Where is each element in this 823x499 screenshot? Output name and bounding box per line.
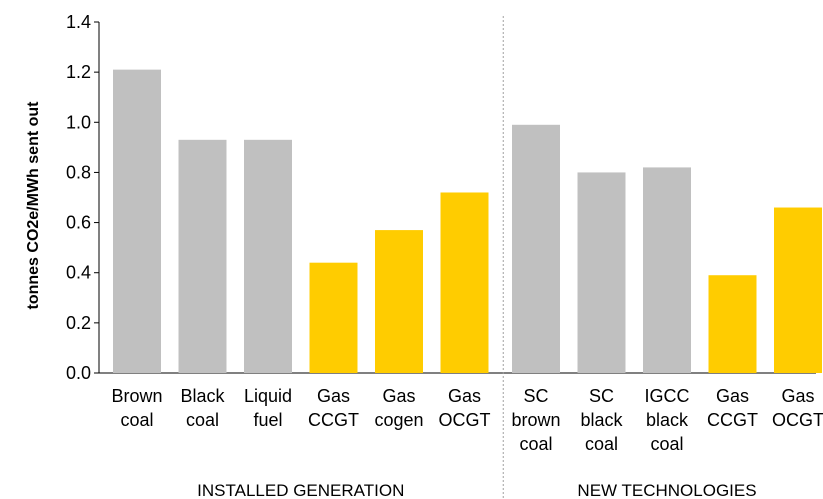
category-label: SC (589, 386, 614, 406)
category-label: coal (519, 434, 552, 454)
group-label: NEW TECHNOLOGIES (577, 481, 756, 499)
category-label: Brown (111, 386, 162, 406)
group-label: INSTALLED GENERATION (197, 481, 404, 499)
category-label: fuel (253, 410, 282, 430)
y-tick-label: 0.4 (66, 263, 91, 283)
category-label: Gas (317, 386, 350, 406)
bar (708, 275, 757, 373)
bar (512, 124, 560, 374)
category-label: coal (120, 410, 153, 430)
bar (244, 139, 292, 373)
y-tick-label: 0.0 (66, 363, 91, 383)
category-label: black (646, 410, 689, 430)
bar (113, 69, 161, 373)
y-tick-label: 0.2 (66, 313, 91, 333)
y-tick-label: 1.0 (66, 112, 91, 132)
bar (643, 167, 691, 373)
y-axis-title: tonnes CO2e/MWh sent out (25, 101, 42, 310)
category-label: black (580, 410, 623, 430)
category-label: SC (523, 386, 548, 406)
category-label: coal (585, 434, 618, 454)
category-label: OCGT (772, 410, 823, 430)
category-label: brown (511, 410, 560, 430)
bar (309, 262, 358, 373)
category-label: Gas (382, 386, 415, 406)
y-tick-label: 1.4 (66, 12, 91, 32)
category-label: coal (186, 410, 219, 430)
category-label: Gas (716, 386, 749, 406)
category-label: OCGT (439, 410, 491, 430)
bar (375, 230, 423, 373)
category-label: cogen (374, 410, 423, 430)
bar (774, 207, 822, 373)
category-label: CCGT (707, 410, 758, 430)
category-label: Gas (448, 386, 481, 406)
category-label: IGCC (645, 386, 690, 406)
y-tick-label: 0.8 (66, 162, 91, 182)
category-label: Black (180, 386, 225, 406)
bar (178, 139, 227, 373)
y-tick-label: 1.2 (66, 62, 91, 82)
category-label: Liquid (244, 386, 292, 406)
bar (440, 192, 489, 373)
category-label: CCGT (308, 410, 359, 430)
y-tick-label: 0.6 (66, 213, 91, 233)
bar (577, 172, 626, 373)
category-label: coal (650, 434, 683, 454)
category-label: Gas (781, 386, 814, 406)
